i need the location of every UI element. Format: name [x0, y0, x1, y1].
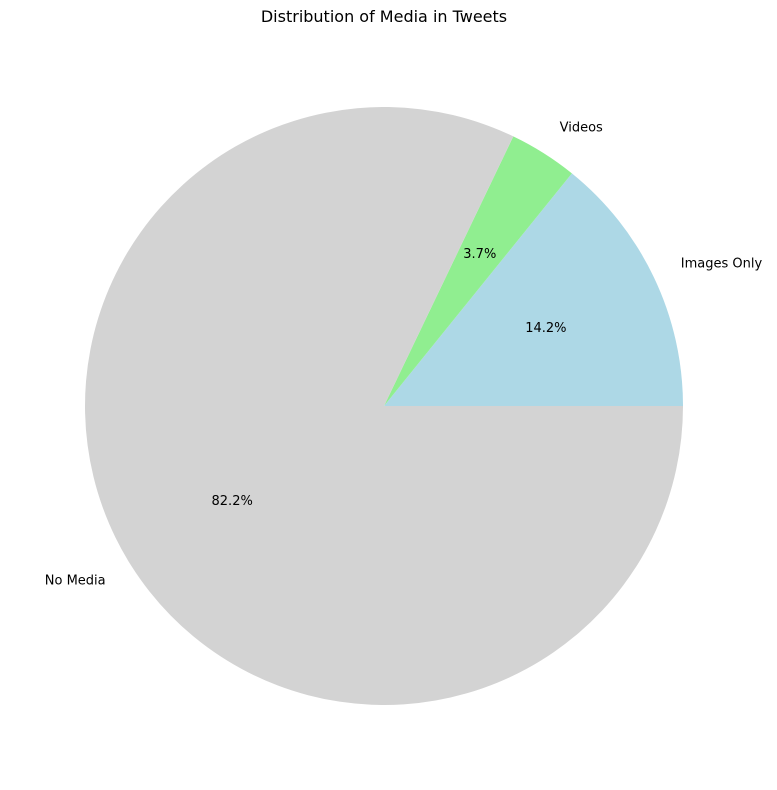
chart-title: Distribution of Media in Tweets: [260, 7, 508, 26]
slice-percent-no-media: 82.2%: [212, 494, 253, 509]
pie-slice-videos: [384, 136, 572, 407]
slice-percent-videos: 3.7%: [463, 247, 496, 262]
slice-percent-images-only: 14.2%: [525, 321, 566, 336]
slice-label-images-only: Images Only: [681, 257, 763, 272]
slice-label-no-media: No Media: [45, 574, 106, 589]
pie-slice-no-media: [85, 107, 684, 706]
slice-label-videos: Videos: [560, 120, 603, 135]
pie-slice-images-only: [384, 173, 683, 406]
